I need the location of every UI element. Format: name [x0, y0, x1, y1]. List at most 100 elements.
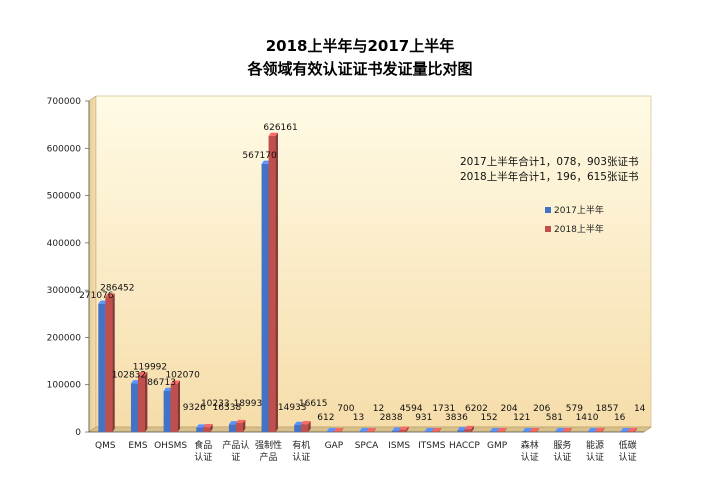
bar-top — [424, 428, 435, 432]
bars — [98, 132, 638, 433]
bar-front — [196, 427, 204, 432]
category-label: 认证 — [521, 451, 539, 463]
bar-front — [268, 135, 276, 433]
bar-front — [130, 383, 138, 432]
data-label-2018: 6202 — [465, 404, 488, 414]
y-axis-ticks: 0 100000 200000 300000 400000 500000 600000 700… — [47, 97, 89, 438]
bar-2018 — [301, 420, 311, 432]
data-label-2017: 931 — [415, 413, 432, 423]
bar-top — [529, 428, 540, 432]
chart-title-line-1: 2018上半年与2017上半年 — [266, 37, 455, 55]
bar-top — [268, 132, 278, 136]
bar-side — [177, 380, 181, 432]
bar-front — [98, 303, 106, 432]
bar-top — [196, 424, 206, 428]
bar-side — [406, 426, 409, 432]
bar-top — [522, 428, 533, 432]
y-tick-label: 200000 — [47, 333, 82, 343]
category-label: OHSMS — [154, 441, 187, 451]
bar-top — [627, 428, 638, 432]
note-2017-total: 2017上半年合计1，078，903张证书 — [460, 155, 638, 168]
plot-back-wall — [95, 95, 652, 428]
data-label-2017: 86713 — [147, 378, 176, 388]
bar-side — [438, 427, 442, 432]
bar-side — [308, 420, 311, 432]
data-label-2017: 1410 — [576, 413, 599, 423]
note-2018-total: 2018上半年合计1，196，615张证书 — [460, 170, 638, 183]
data-label-2017: 13 — [353, 413, 364, 423]
category-label: 产品认 — [222, 439, 249, 451]
category-label: 低碳 — [619, 439, 637, 451]
bar-side — [210, 423, 213, 432]
category-label: 强制性 — [255, 439, 282, 451]
legend-swatch-2017 — [545, 207, 551, 213]
bar-side — [373, 428, 376, 432]
chart-title-line-2: 各领域有效认证证书发证量比对图 — [246, 60, 472, 78]
y-tick-label: 100000 — [47, 381, 82, 391]
legend: 2017上半年 2018上半年 — [545, 204, 604, 235]
bar-2018 — [627, 428, 638, 432]
bar-front — [366, 431, 374, 432]
data-label-2017: 9326 — [183, 403, 206, 413]
bar-side — [242, 419, 246, 432]
bar-top — [562, 428, 572, 432]
category-label: 认证 — [619, 451, 637, 463]
bar-2018 — [170, 380, 181, 432]
category-label: ITSMS — [418, 441, 446, 451]
data-label-2017: 2838 — [380, 413, 403, 423]
plot-left-wall — [88, 95, 97, 433]
bar-side — [569, 428, 572, 432]
bar-front — [261, 163, 269, 432]
bar-top — [333, 428, 344, 432]
category-label: 能源 — [586, 439, 604, 451]
y-tick-label: 400000 — [47, 239, 82, 249]
y-tick-label: 700000 — [47, 97, 82, 107]
bar-front — [359, 431, 367, 432]
bar-top — [137, 372, 148, 376]
bar-side — [340, 428, 344, 432]
bar-side — [112, 293, 115, 432]
data-label-2017: 612 — [317, 413, 334, 423]
data-label-2018: 1857 — [596, 404, 619, 414]
category-label: HACCP — [449, 441, 480, 451]
bar-front — [588, 431, 596, 432]
bar-2018 — [105, 293, 115, 432]
data-label-2018: 579 — [566, 404, 583, 414]
bar-2018 — [268, 132, 278, 433]
bar-top — [170, 380, 181, 384]
data-label-2017: 16338 — [213, 403, 242, 413]
bar-2018 — [203, 423, 213, 432]
category-label: 认证 — [586, 451, 604, 463]
bar-front — [163, 390, 171, 432]
data-label-2017: 102832 — [112, 370, 146, 380]
data-label-2018: 12 — [373, 404, 384, 414]
bar-top — [555, 428, 565, 432]
data-label-2018: 700 — [337, 404, 354, 414]
data-label-2018: 16615 — [299, 399, 328, 409]
bar-side — [471, 425, 474, 432]
bar-front — [497, 431, 505, 432]
data-label-2018: 18993 — [234, 399, 263, 409]
bar-front — [105, 296, 113, 432]
category-label: 食品 — [194, 439, 212, 451]
bar-top — [497, 428, 507, 432]
y-tick-label: 0 — [75, 428, 81, 438]
bar-front — [464, 429, 472, 432]
bar-side — [504, 428, 507, 432]
bar-front — [627, 431, 635, 432]
bar-front — [392, 430, 400, 432]
bar-2018 — [529, 428, 540, 432]
bar-front — [137, 375, 145, 432]
data-label-2018: 1731 — [432, 404, 455, 414]
data-label-2017: 16 — [614, 413, 626, 423]
category-label: 认证 — [553, 451, 571, 463]
category-label: 服务 — [553, 439, 571, 451]
category-label: 森林 — [521, 439, 539, 451]
bar-side — [602, 427, 605, 432]
bar-2018 — [464, 425, 474, 432]
bar-2018 — [366, 428, 376, 432]
